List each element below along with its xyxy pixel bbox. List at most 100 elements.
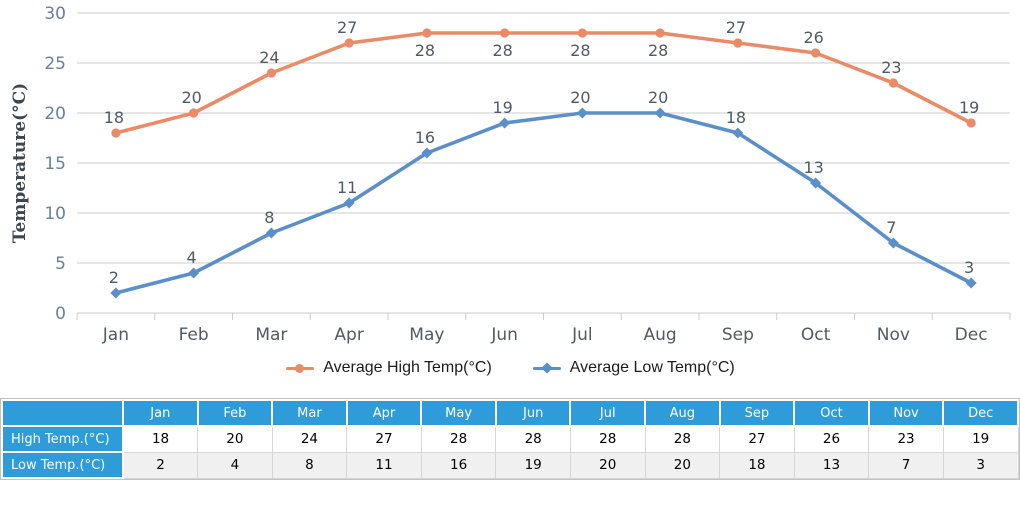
x-axis-label: Jan xyxy=(102,325,129,345)
x-axis-label: Sep xyxy=(722,325,754,345)
y-tick-label: 20 xyxy=(44,104,66,124)
low-temp-point[interactable] xyxy=(265,227,277,239)
table-value-cell: 26 xyxy=(793,425,870,453)
table-value-cell: 3 xyxy=(942,451,1019,479)
table-value-cell: 28 xyxy=(644,425,721,453)
high-temp-point[interactable] xyxy=(811,48,821,58)
table-month-header: Jan xyxy=(122,399,199,427)
table-value-cell: 20 xyxy=(197,425,273,453)
legend-item-average-low-temp[interactable]: Average Low Temp(°C) xyxy=(532,359,735,377)
low-temp-data-label: 11 xyxy=(337,178,357,197)
table-value-cell: 18 xyxy=(122,425,199,453)
table-value-cell: 11 xyxy=(346,451,422,479)
high-temp-point[interactable] xyxy=(966,118,976,128)
low-temp-line-marker-icon xyxy=(532,361,562,375)
high-temp-point[interactable] xyxy=(500,28,510,38)
table-value-cell: 28 xyxy=(495,425,571,453)
table-month-header: Apr xyxy=(345,399,423,427)
x-axis-label: Jun xyxy=(490,325,518,345)
table-month-header: Sep xyxy=(718,399,796,427)
high-temp-point[interactable] xyxy=(189,108,199,118)
x-axis-label: Oct xyxy=(801,325,831,345)
table-month-header: Jun xyxy=(494,399,572,427)
y-axis-title: Temperature(°C) xyxy=(10,83,30,243)
low-temp-data-label: 19 xyxy=(492,98,512,117)
low-temp-point[interactable] xyxy=(188,267,200,279)
high-temp-point[interactable] xyxy=(422,28,432,38)
high-temp-line-marker-icon xyxy=(285,361,315,375)
low-temp-data-label: 7 xyxy=(886,218,896,237)
y-tick-label: 0 xyxy=(55,304,66,324)
low-temp-data-label: 18 xyxy=(726,108,746,127)
table-value-cell: 7 xyxy=(868,451,944,479)
table-value-cell: 2 xyxy=(122,451,199,479)
table-value-cell: 28 xyxy=(420,425,497,453)
high-temp-data-label: 19 xyxy=(959,98,979,117)
high-temp-data-label: 28 xyxy=(570,41,590,60)
legend-item-average-high-temp[interactable]: Average High Temp(°C) xyxy=(285,359,492,377)
high-temp-data-label: 28 xyxy=(415,41,435,60)
high-temp-data-label: 27 xyxy=(726,18,746,37)
table-value-cell: 4 xyxy=(197,451,273,479)
legend-label-low: Average Low Temp(°C) xyxy=(569,359,735,376)
high-temp-point[interactable] xyxy=(733,38,743,48)
y-tick-label: 25 xyxy=(44,54,66,74)
table-value-cell: 18 xyxy=(719,451,795,479)
table-value-cell: 24 xyxy=(271,425,348,453)
high-temp-data-label: 18 xyxy=(104,108,124,127)
low-temp-point[interactable] xyxy=(110,287,122,299)
low-temp-point[interactable] xyxy=(343,197,355,209)
x-axis-label: Feb xyxy=(179,325,209,345)
x-axis-label: Nov xyxy=(877,325,910,345)
low-temp-point[interactable] xyxy=(421,147,433,159)
table-month-header: May xyxy=(420,399,497,427)
x-axis-label: Aug xyxy=(644,325,677,345)
low-temp-point[interactable] xyxy=(965,277,977,289)
high-temp-data-label: 28 xyxy=(492,41,512,60)
table-corner-cell xyxy=(1,399,124,427)
table-row-label: High Temp.(°C) xyxy=(1,425,124,453)
chart-legend: Average High Temp(°C) Average Low Temp(°… xyxy=(0,352,1020,384)
y-tick-label: 10 xyxy=(44,204,66,224)
table-row-label: Low Temp.(°C) xyxy=(1,451,124,479)
low-temp-point[interactable] xyxy=(810,177,822,189)
high-temp-data-label: 26 xyxy=(803,28,823,47)
y-tick-label: 15 xyxy=(44,154,66,174)
high-temp-point[interactable] xyxy=(111,128,121,138)
low-temp-point[interactable] xyxy=(732,127,744,139)
low-temp-data-label: 20 xyxy=(648,88,668,107)
low-temp-line xyxy=(114,111,973,295)
low-temp-point[interactable] xyxy=(887,237,899,249)
x-axis-label: Mar xyxy=(255,325,287,345)
high-temp-point[interactable] xyxy=(577,28,587,38)
table-month-header: Jul xyxy=(569,399,647,427)
high-temp-point[interactable] xyxy=(655,28,665,38)
high-temp-line xyxy=(114,31,973,135)
table-value-cell: 27 xyxy=(346,425,422,453)
table-value-cell: 27 xyxy=(719,425,795,453)
table-value-cell: 20 xyxy=(644,451,721,479)
table-month-header: Feb xyxy=(196,399,274,427)
table-row: Low Temp.(°C) 2 4 8 11 16 19 20 20 18 13 7 3 xyxy=(1,451,1019,479)
low-temp-data-label: 20 xyxy=(570,88,590,107)
low-temp-data-label: 16 xyxy=(415,128,435,147)
x-axis-label: Apr xyxy=(334,325,363,345)
table-value-cell: 28 xyxy=(569,425,646,453)
table-value-cell: 20 xyxy=(569,451,646,479)
table-value-cell: 16 xyxy=(420,451,497,479)
low-temp-point[interactable] xyxy=(576,107,588,119)
high-temp-point[interactable] xyxy=(888,78,898,88)
low-temp-point[interactable] xyxy=(499,117,511,129)
table-value-cell: 19 xyxy=(942,425,1019,453)
low-temp-data-label: 3 xyxy=(964,258,974,277)
y-tick-label: 30 xyxy=(44,4,66,24)
high-temp-point[interactable] xyxy=(266,68,276,78)
table-month-header: Oct xyxy=(793,399,870,427)
table-value-cell: 19 xyxy=(495,451,571,479)
table-month-header: Aug xyxy=(644,399,721,427)
high-temp-point[interactable] xyxy=(344,38,354,48)
high-temp-data-label: 28 xyxy=(648,41,668,60)
temperature-data-table: Jan Feb Mar Apr May Jun Jul Aug Sep Oct Nov Dec Hig… xyxy=(0,398,1020,480)
low-temp-point[interactable] xyxy=(654,107,666,119)
